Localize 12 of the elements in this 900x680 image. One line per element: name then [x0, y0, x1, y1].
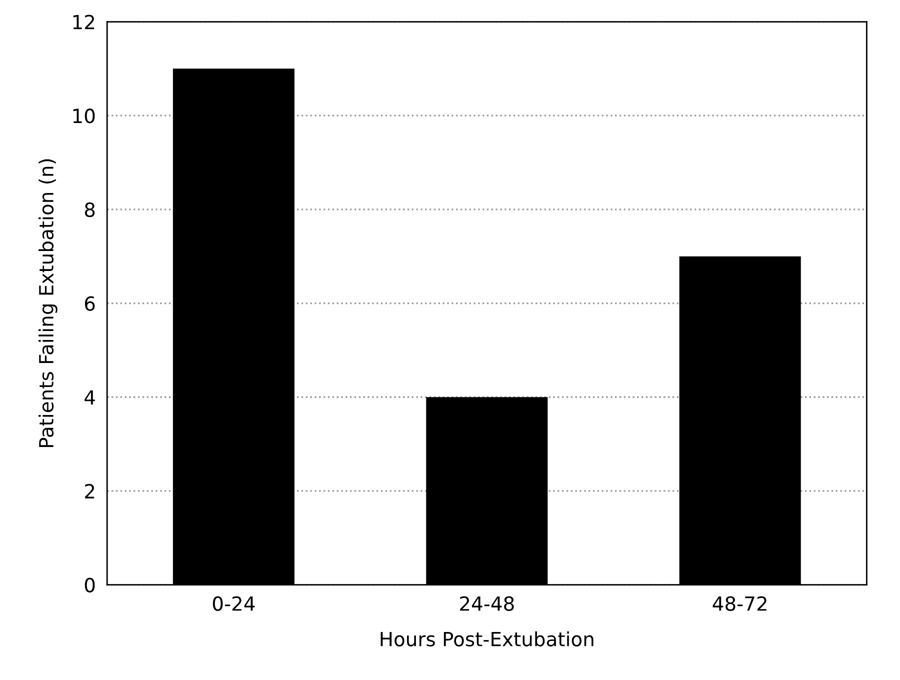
- y-tick-label: 12: [73, 14, 94, 30]
- x-axis-title: Hours Post-Extubation: [380, 631, 594, 646]
- y-tick-label: 2: [85, 484, 94, 498]
- y-axis-title: Patients Failing Extubation (n): [38, 159, 58, 448]
- x-tick-label: 48-72: [712, 596, 766, 611]
- x-tick-label: 0-24: [212, 596, 255, 611]
- y-tick-label: 10: [73, 108, 95, 124]
- y-tick-label: 8: [84, 202, 95, 218]
- y-tick-label: 6: [84, 296, 95, 311]
- y-tick-label: 4: [84, 390, 95, 405]
- x-tick-label: 24-48: [460, 596, 514, 611]
- y-tick-label: 0: [84, 578, 95, 592]
